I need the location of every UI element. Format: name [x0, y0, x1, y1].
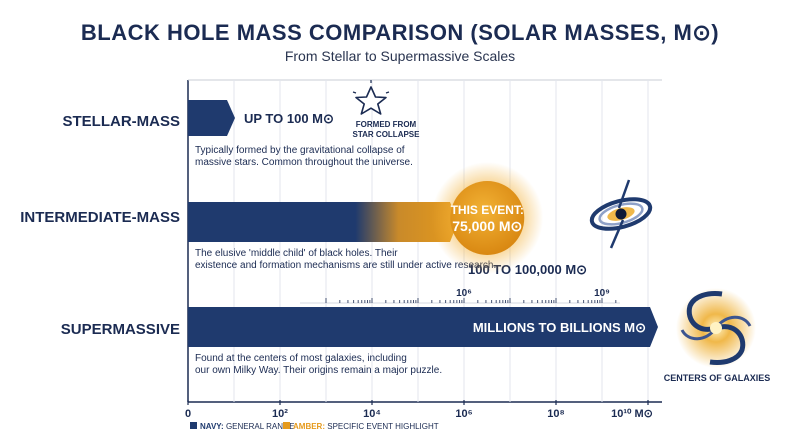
inner-tick-label: 10⁹ [594, 288, 610, 299]
category-label-supermassive: SUPERMASSIVE [61, 321, 180, 338]
event-highlight: THIS EVENT: 75,000 M⊙ [431, 162, 544, 274]
chart-title: BLACK HOLE MASS COMPARISON (SOLAR MASSES… [80, 20, 720, 45]
legend-item-navy: NAVY: GENERAL RANGE [200, 422, 295, 431]
black-hole-icon [589, 179, 653, 249]
event-label-line2: 75,000 M⊙ [452, 218, 522, 234]
inner-tick-label: 10⁶ [456, 288, 472, 299]
chart-subtitle: From Stellar to Supermassive Scales [284, 48, 516, 64]
note-supermassive-line2: our own Milky Way. Their origins remain … [195, 365, 442, 376]
bar-intermediate [188, 202, 458, 242]
event-label-line1: THIS EVENT: [451, 203, 524, 217]
x-tick-label: 10⁸ [547, 408, 564, 420]
bar-label-supermassive: MILLIONS TO BILLIONS M⊙ [473, 320, 646, 335]
note-intermediate-line2: existence and formation mechanisms are s… [195, 260, 496, 271]
galaxy-icon [676, 288, 756, 368]
category-label-intermediate: INTERMEDIATE-MASS [20, 209, 180, 226]
note-supermassive-line1: Found at the centers of most galaxies, i… [195, 353, 407, 364]
x-tick-label: 10² [272, 408, 288, 420]
note-stellar-line2: massive stars. Common throughout the uni… [195, 157, 413, 168]
bar-stellar [188, 100, 235, 136]
x-tick-label: 10¹⁰ M⊙ [611, 408, 653, 420]
star-caption-line1: FORMED FROM [356, 120, 417, 129]
galaxy-caption: CENTERS OF GALAXIES [664, 373, 771, 383]
star-caption-line2: STAR COLLAPSE [353, 130, 421, 139]
legend-item-amber: AMBER: SPECIFIC EVENT HIGHLIGHT [293, 422, 439, 431]
bar-supermassive [188, 307, 658, 347]
x-tick-label: 0 [185, 408, 191, 420]
legend-swatch-navy [190, 422, 197, 429]
event-marker [450, 181, 525, 255]
inner-ticks: 10⁶ 10⁹ [300, 288, 620, 304]
note-stellar-line1: Typically formed by the gravitational co… [195, 145, 405, 156]
bar-label-stellar: UP TO 100 M⊙ [244, 111, 334, 126]
legend: NAVY: GENERAL RANGE AMBER: SPECIFIC EVEN… [190, 422, 439, 431]
x-tick-label: 10⁶ [455, 408, 472, 420]
x-axis-ticks: 0 10² 10⁴ 10⁶ 10⁸ 10¹⁰ M⊙ [185, 400, 653, 420]
legend-swatch-amber [283, 422, 290, 429]
x-tick-label: 10⁴ [363, 408, 381, 420]
note-intermediate-line1: The elusive 'middle child' of black hole… [195, 248, 398, 259]
star-icon [352, 80, 390, 115]
category-label-stellar: STELLAR-MASS [63, 113, 181, 130]
